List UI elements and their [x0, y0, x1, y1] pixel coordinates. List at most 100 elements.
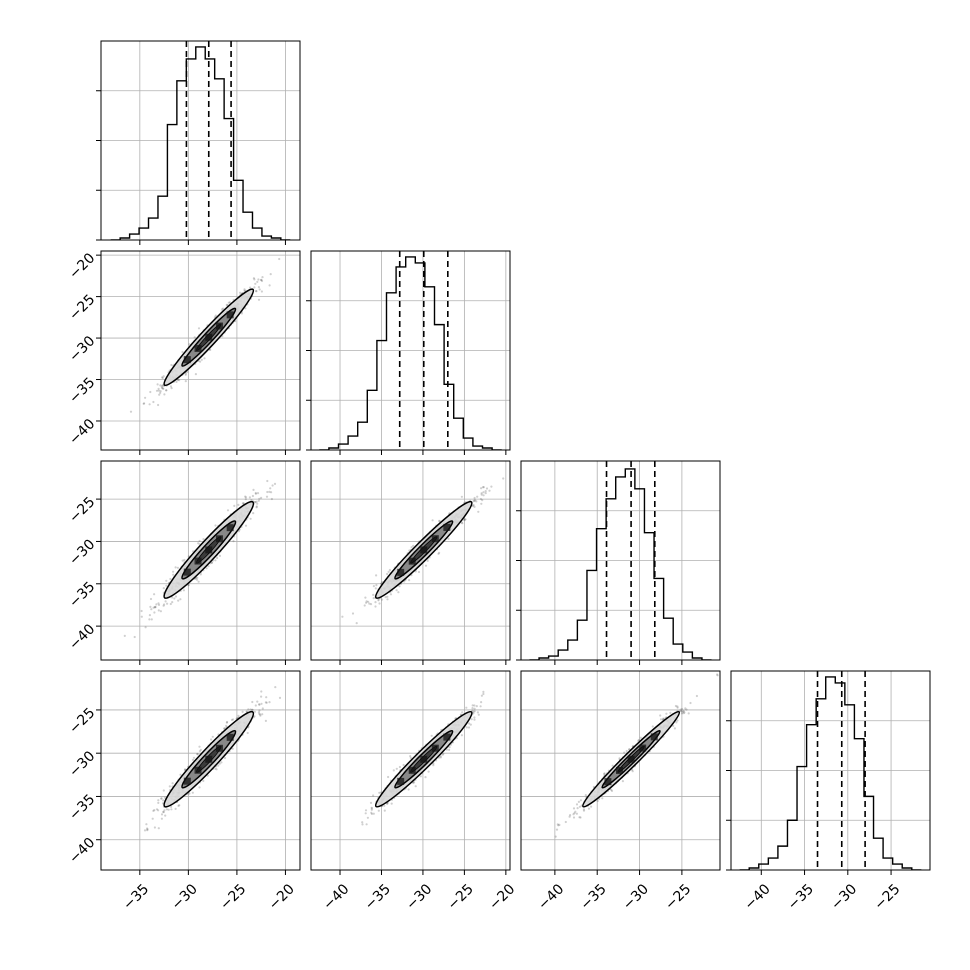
scatter-point [471, 704, 474, 707]
scatter-point [220, 761, 223, 764]
scatter-point [146, 827, 149, 830]
scatter-point [165, 579, 168, 582]
density-cell [397, 777, 405, 785]
scatter-point [370, 806, 373, 809]
scatter-point [222, 307, 225, 310]
scatter-point [260, 278, 263, 281]
scatter-point [370, 811, 373, 814]
scatter-point [129, 410, 133, 413]
histogram-panel-0 [96, 40, 301, 245]
scatter-point [161, 386, 164, 390]
scatter-point [178, 804, 181, 807]
scatter-point [576, 807, 579, 810]
scatter-point [196, 753, 199, 756]
scatter-point [254, 704, 257, 707]
scatter-point [244, 524, 248, 527]
scatter-point [255, 290, 258, 293]
scatter-point [254, 492, 257, 495]
panel-frame [100, 40, 301, 241]
scatter-point [383, 809, 386, 812]
scatter-point [255, 500, 258, 503]
scatter-point [159, 610, 162, 613]
scatter-point [197, 580, 200, 583]
scatter-point [242, 502, 245, 505]
scatter-point [194, 373, 197, 376]
scatter-point [144, 396, 147, 399]
density-cells-2-1 [397, 523, 451, 576]
scatter-point [162, 604, 165, 607]
scatter-point [387, 570, 390, 574]
scatter-panel-3-0: −40−35−30−25−35 −30 −25 −20 [66, 670, 301, 913]
scatter-point [557, 824, 560, 827]
scatter-point [256, 492, 260, 495]
scatter-point [463, 519, 466, 522]
scatter-point [480, 502, 483, 505]
scatter-point [402, 763, 405, 767]
scatter-point [378, 602, 381, 605]
scatter-point [165, 584, 168, 587]
scatter-point [154, 606, 157, 609]
scatter-point [364, 596, 367, 599]
scatter-point [155, 603, 158, 606]
scatter-point [685, 708, 688, 711]
scatter-point [210, 738, 213, 741]
scatter-point [164, 814, 167, 817]
scatter-point [149, 597, 153, 601]
scatter-point [377, 809, 380, 812]
scatter-point [479, 705, 482, 708]
scatter-point [252, 488, 255, 491]
x-tick-label: −20 [266, 881, 298, 913]
scatter-point [355, 622, 358, 625]
scatter-point [225, 724, 228, 727]
scatter-point [164, 600, 167, 603]
density-cells-3-1 [397, 733, 451, 785]
scatter-point [260, 496, 263, 499]
scatter-point [148, 403, 151, 406]
panel-frame [310, 460, 511, 661]
scatter-point [375, 574, 378, 577]
scatter-point [223, 727, 226, 730]
scatter-point [182, 589, 185, 592]
scatter-point [482, 491, 485, 494]
scatter-point [193, 336, 196, 339]
scatter-point [386, 595, 389, 598]
scatter-point [197, 327, 201, 330]
scatter-point [472, 504, 475, 507]
density-cell [205, 755, 213, 763]
scatter-point [160, 813, 164, 816]
scatter-point [397, 591, 400, 594]
scatter-point [237, 503, 240, 506]
scatter-point [432, 762, 435, 765]
scatter-point [160, 797, 163, 800]
scatter-point [226, 720, 229, 724]
scatter-point [205, 567, 208, 570]
scatter-point [259, 278, 263, 282]
y-tick-label: −40 [66, 835, 98, 867]
scatter-point [192, 756, 196, 759]
x-tick-label: −35 [120, 881, 152, 913]
scatter-point [367, 600, 370, 603]
scatter-point [479, 497, 482, 501]
scatter-point [169, 577, 172, 581]
scatter-point [268, 701, 271, 704]
scatter-point [464, 518, 467, 521]
scatter-point [472, 712, 475, 715]
scatter-point [260, 702, 263, 705]
scatter-point [166, 602, 169, 605]
scatter-point [365, 601, 368, 604]
scatter-point [248, 496, 251, 499]
scatter-point [481, 486, 485, 489]
scatter-point [482, 692, 485, 696]
scatter-point [253, 715, 256, 718]
scatter-point [439, 755, 442, 758]
scatter-point [361, 823, 364, 826]
scatter-point [258, 288, 261, 291]
x-tick-label: −20 [486, 881, 518, 913]
scatter-point [474, 499, 477, 502]
scatter-panel-3-2: −40 −35 −30 −25 [520, 670, 721, 913]
scatter-point [480, 493, 483, 496]
scatter-point [463, 518, 467, 521]
scatter-point [160, 385, 163, 388]
scatter-point [197, 542, 200, 545]
